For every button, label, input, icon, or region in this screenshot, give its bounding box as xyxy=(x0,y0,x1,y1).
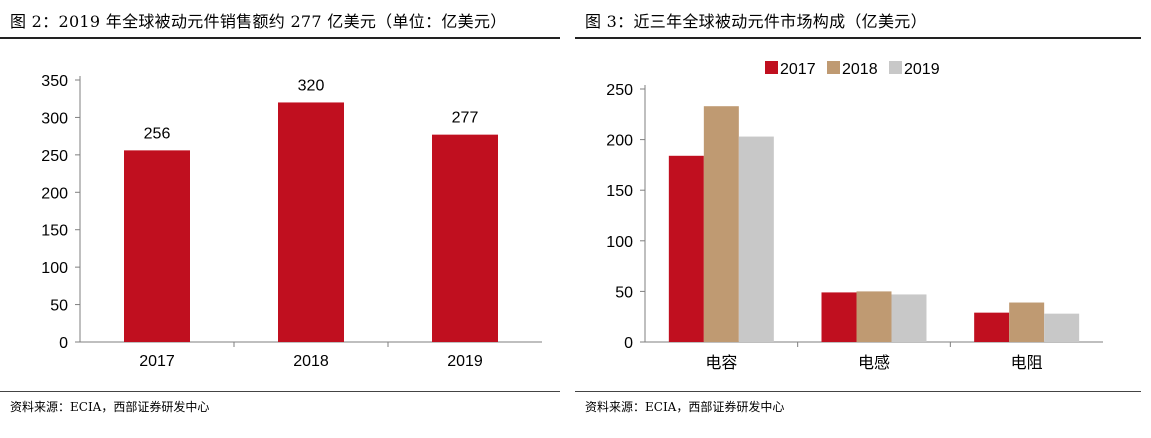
fig2-bar-2019 xyxy=(432,134,498,342)
fig3-y-tick-label: 200 xyxy=(606,133,633,150)
fig3-legend-label: 2019 xyxy=(904,61,940,78)
fig2-y-tick-label: 250 xyxy=(41,148,68,165)
fig2-y-tick-label: 50 xyxy=(50,298,68,315)
fig2-x-tick-label: 2019 xyxy=(447,353,483,370)
fig3-bar-电阻-2017 xyxy=(974,312,1010,342)
figure-3-top-rule xyxy=(575,37,1141,39)
fig3-legend-swatch-2017 xyxy=(765,61,778,74)
fig3-legend-label: 2017 xyxy=(780,61,816,78)
fig2-y-tick-label: 350 xyxy=(41,73,68,90)
figure-2-source: 资料来源：ECIA，西部证券研发中心 xyxy=(10,400,210,414)
fig2-y-tick-label: 100 xyxy=(41,260,68,277)
figure-2-top-rule xyxy=(0,37,560,39)
fig3-y-tick-label: 50 xyxy=(615,284,633,301)
fig2-data-label: 277 xyxy=(452,110,479,127)
figure-3-chart: 0 50 100 150 200 250 电容 电感 电阻 2017 2018 2019 xyxy=(606,61,1103,372)
figure-2-panel: 图 2：2019 年全球被动元件销售额约 277 亿美元（单位：亿美元） 0 50… xyxy=(0,0,560,438)
fig3-bar-电阻-2018 xyxy=(1009,302,1045,342)
fig2-bar-2017 xyxy=(124,150,190,342)
fig3-legend-swatch-2018 xyxy=(827,61,840,74)
fig2-y-tick-label: 150 xyxy=(41,223,68,240)
figure-2-bottom-rule xyxy=(0,391,560,392)
fig3-bar-电感-2017 xyxy=(821,292,857,342)
fig3-y-tick-label: 0 xyxy=(624,335,633,352)
figure-3-title: 图 3：近三年全球被动元件市场构成（亿美元） xyxy=(585,12,927,31)
fig2-data-label: 256 xyxy=(144,125,171,142)
fig3-y-tick-label: 150 xyxy=(606,183,633,200)
fig3-legend-swatch-2019 xyxy=(889,61,902,74)
fig3-bar-电感-2019 xyxy=(891,294,927,342)
figure-2-title: 图 2：2019 年全球被动元件销售额约 277 亿美元（单位：亿美元） xyxy=(10,12,507,31)
fig2-y-tick-label: 300 xyxy=(41,110,68,127)
fig3-legend-label: 2018 xyxy=(842,61,878,78)
fig3-y-tick-label: 250 xyxy=(606,82,633,99)
figure-3-panel: 图 3：近三年全球被动元件市场构成（亿美元） 0 50 100 150 200 250 电容… xyxy=(575,0,1151,438)
fig3-x-tick-label: 电容 xyxy=(705,354,737,372)
fig2-bar-2018 xyxy=(278,102,344,342)
fig2-y-tick-label: 0 xyxy=(59,335,68,352)
fig3-bar-电容-2017 xyxy=(668,155,704,342)
figure-2-chart: 0 50 100 150 200 250 300 350 256 2017 320 2018 277 20… xyxy=(41,73,542,370)
fig3-bar-电感-2018 xyxy=(856,291,892,342)
figure-3-source: 资料来源：ECIA，西部证券研发中心 xyxy=(585,400,785,414)
fig3-bar-电阻-2019 xyxy=(1044,313,1080,342)
figure-3-bottom-rule xyxy=(575,391,1141,392)
fig3-bar-电容-2019 xyxy=(738,136,774,342)
fig2-y-tick-label: 200 xyxy=(41,185,68,202)
fig2-x-tick-label: 2018 xyxy=(293,353,329,370)
fig2-x-tick-label: 2017 xyxy=(139,353,175,370)
fig2-data-label: 320 xyxy=(298,77,325,94)
fig3-bar-电容-2018 xyxy=(703,106,739,342)
fig3-x-tick-label: 电阻 xyxy=(1011,354,1043,372)
fig3-x-tick-label: 电感 xyxy=(858,354,890,372)
fig3-y-tick-label: 100 xyxy=(606,234,633,251)
